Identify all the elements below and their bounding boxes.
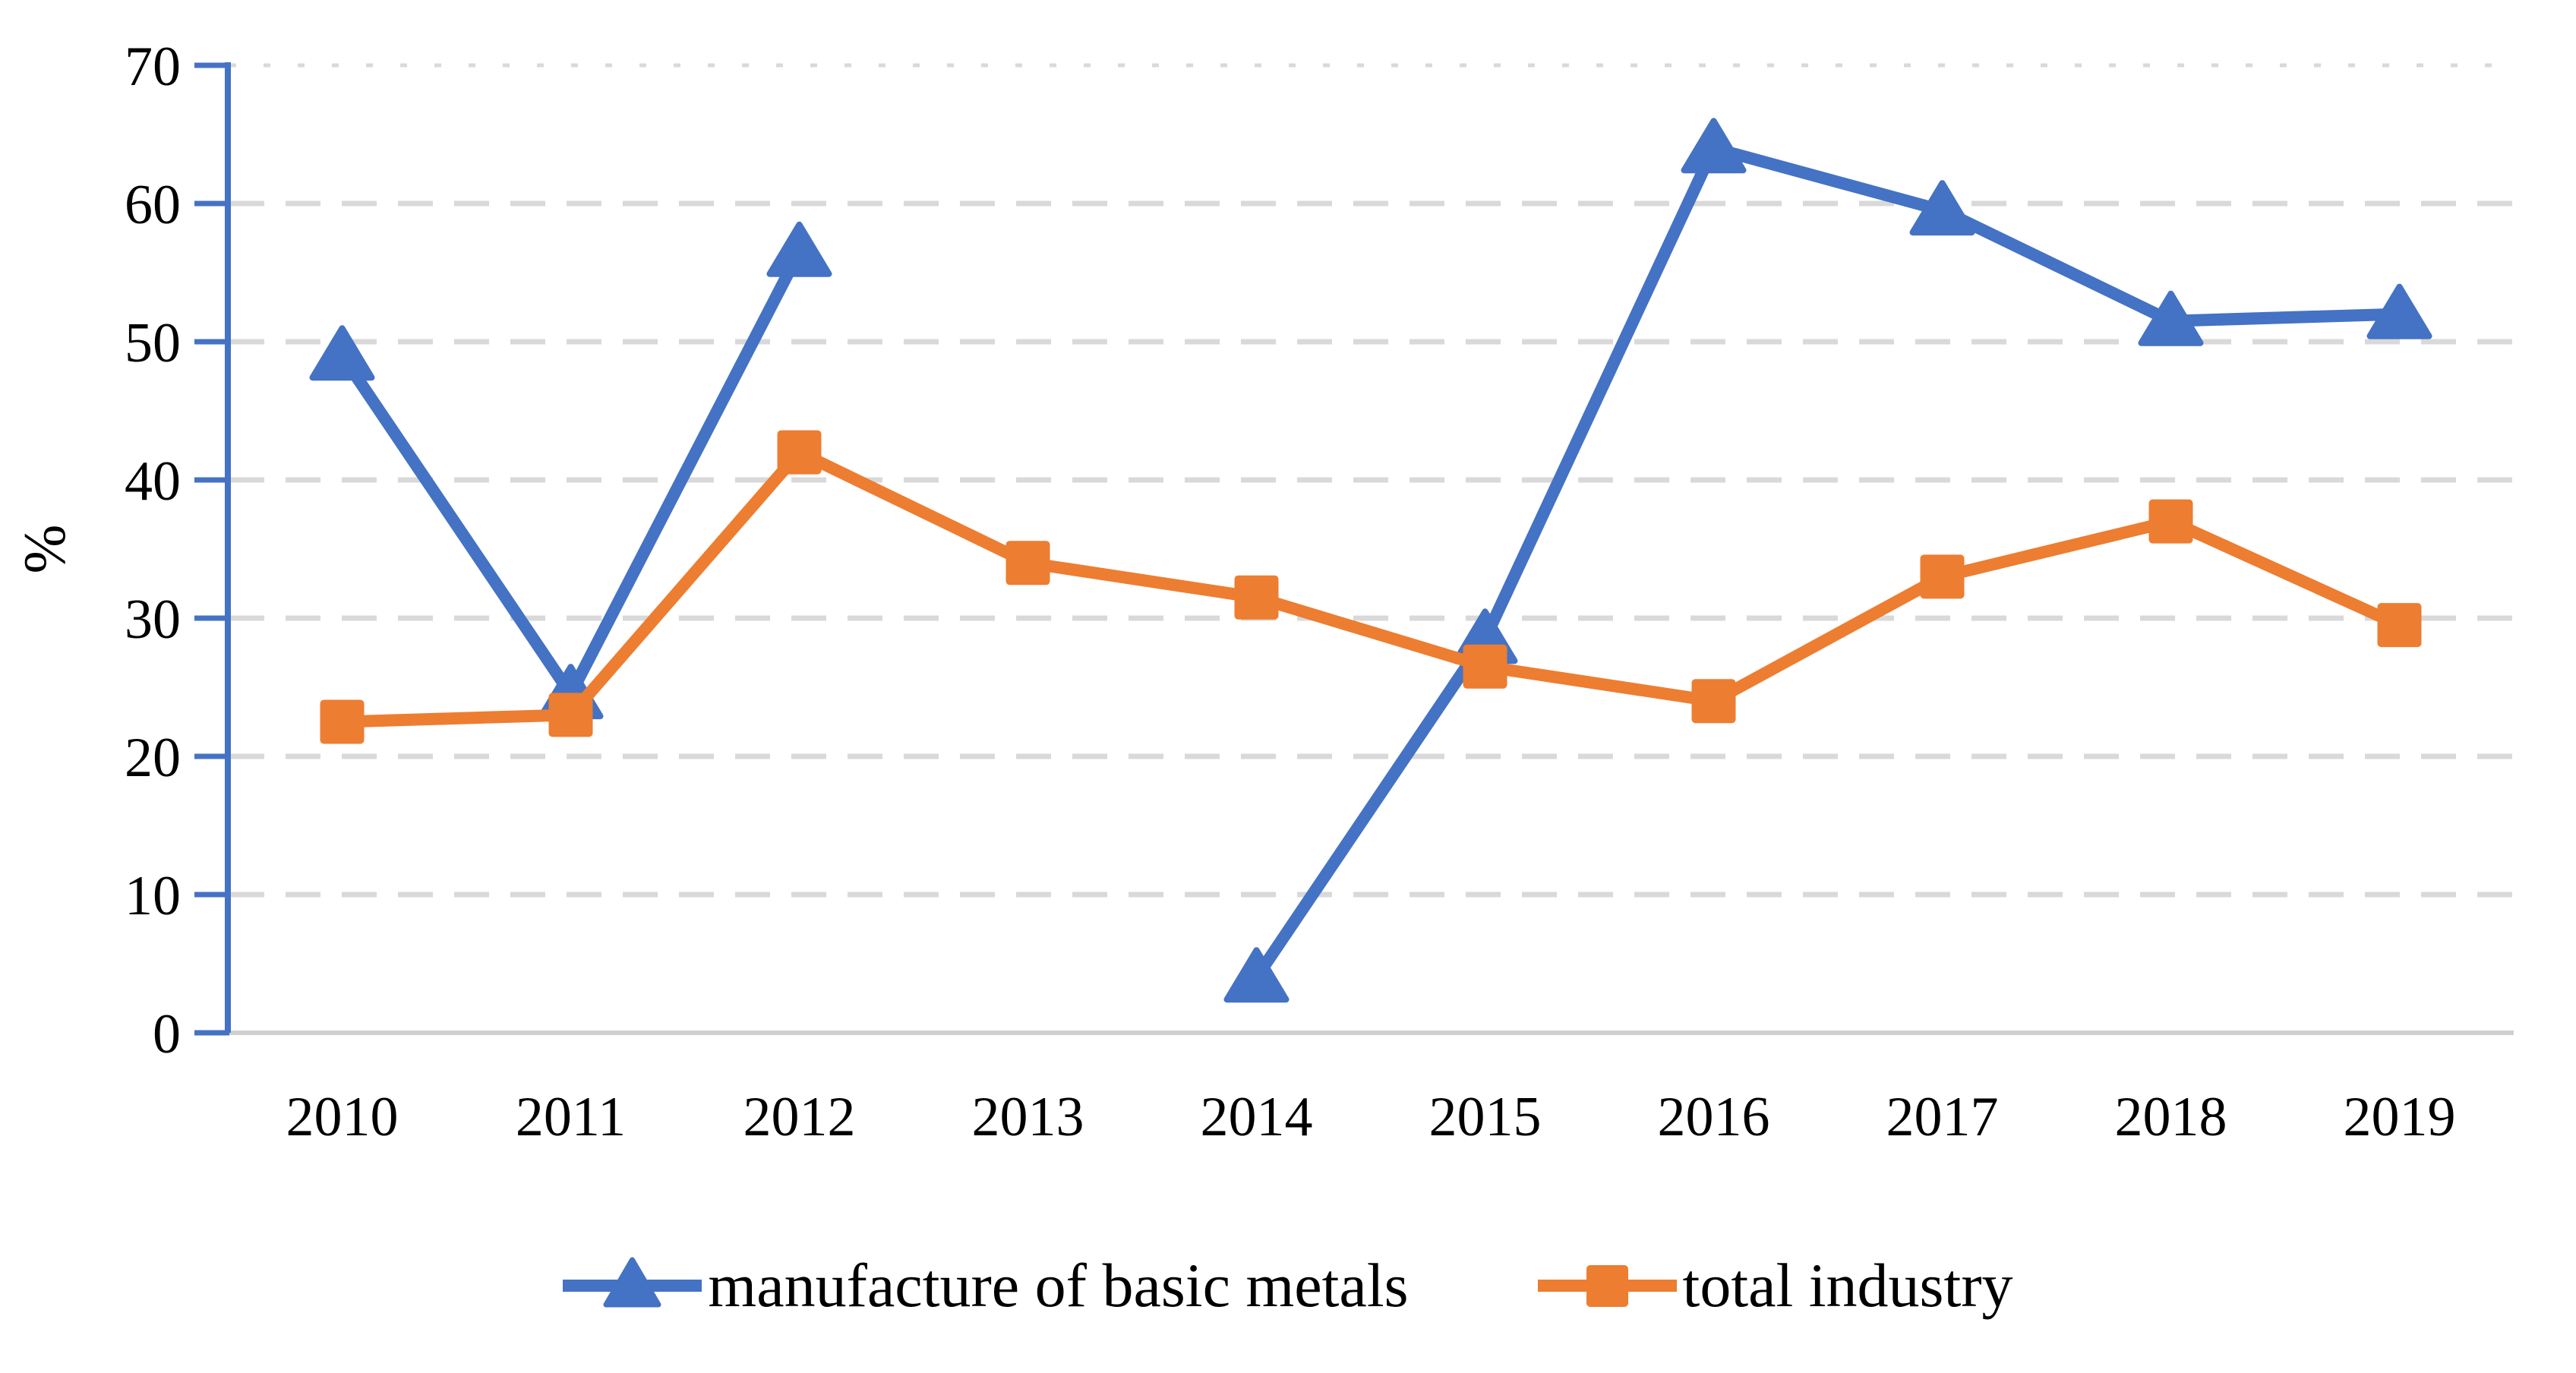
marker-manufacture-of-basic-metals-2017 xyxy=(1909,180,1975,236)
x-tick-label: 2015 xyxy=(1429,1086,1542,1148)
legend-item-total-industry: total industry xyxy=(1537,1250,2013,1321)
y-tick-label: 70 xyxy=(125,36,181,98)
y-tick-label: 10 xyxy=(125,865,181,927)
y-tick-label: 30 xyxy=(125,589,181,651)
marker-manufacture-of-basic-metals-2018 xyxy=(2138,290,2204,346)
marker-total-industry-2011 xyxy=(548,693,593,737)
marker-total-industry-2017 xyxy=(1920,554,1965,599)
y-tick-label: 60 xyxy=(125,174,181,236)
x-tick-label: 2010 xyxy=(286,1086,399,1148)
marker-total-industry-2018 xyxy=(2148,499,2193,544)
marker-total-industry-2010 xyxy=(320,699,365,744)
marker-total-industry-2013 xyxy=(1005,541,1050,585)
y-tick-label: 50 xyxy=(125,312,181,374)
series-line-manufacture-of-basic-metals xyxy=(1250,142,2406,984)
y-tick-label: 40 xyxy=(125,450,181,513)
x-tick-label: 2013 xyxy=(972,1086,1084,1148)
y-tick-label: 0 xyxy=(153,1003,181,1065)
x-tick-label: 2014 xyxy=(1201,1086,1313,1148)
marker-total-industry-2019 xyxy=(2377,603,2422,648)
x-tick-label: 2012 xyxy=(743,1086,856,1148)
legend-square-marker-icon xyxy=(1586,1265,1628,1307)
marker-total-industry-2015 xyxy=(1463,644,1507,689)
legend-label: manufacture of basic metals xyxy=(708,1251,1409,1320)
marker-manufacture-of-basic-metals-2010 xyxy=(309,325,375,381)
x-tick-label: 2018 xyxy=(2115,1086,2227,1148)
y-axis-title: % xyxy=(11,525,77,574)
legend-triangle-marker-icon xyxy=(603,1257,661,1308)
marker-manufacture-of-basic-metals-2016 xyxy=(1681,118,1747,174)
triangle-line-marker-icon xyxy=(563,1257,702,1308)
x-tick-label: 2017 xyxy=(1886,1086,1999,1148)
marker-total-industry-2012 xyxy=(777,430,822,475)
x-tick-label: 2011 xyxy=(516,1086,626,1148)
series-line-manufacture-of-basic-metals xyxy=(336,245,806,701)
square-line-marker-icon xyxy=(1537,1265,1677,1307)
legend: manufacture of basic metals total indust… xyxy=(0,1236,2576,1335)
series-line-total-industry xyxy=(336,446,2406,728)
marker-manufacture-of-basic-metals-2014 xyxy=(1223,947,1290,1003)
marker-total-industry-2014 xyxy=(1234,575,1279,620)
marker-manufacture-of-basic-metals-2019 xyxy=(2366,283,2432,339)
x-tick-label: 2019 xyxy=(2344,1086,2456,1148)
x-tick-label: 2016 xyxy=(1658,1086,1770,1148)
y-tick-label: 20 xyxy=(125,727,181,789)
legend-item-manufacture-of-basic-metals: manufacture of basic metals xyxy=(563,1250,1409,1321)
marker-total-industry-2016 xyxy=(1691,679,1736,724)
legend-label: total industry xyxy=(1682,1251,2013,1320)
marker-manufacture-of-basic-metals-2012 xyxy=(766,221,832,277)
